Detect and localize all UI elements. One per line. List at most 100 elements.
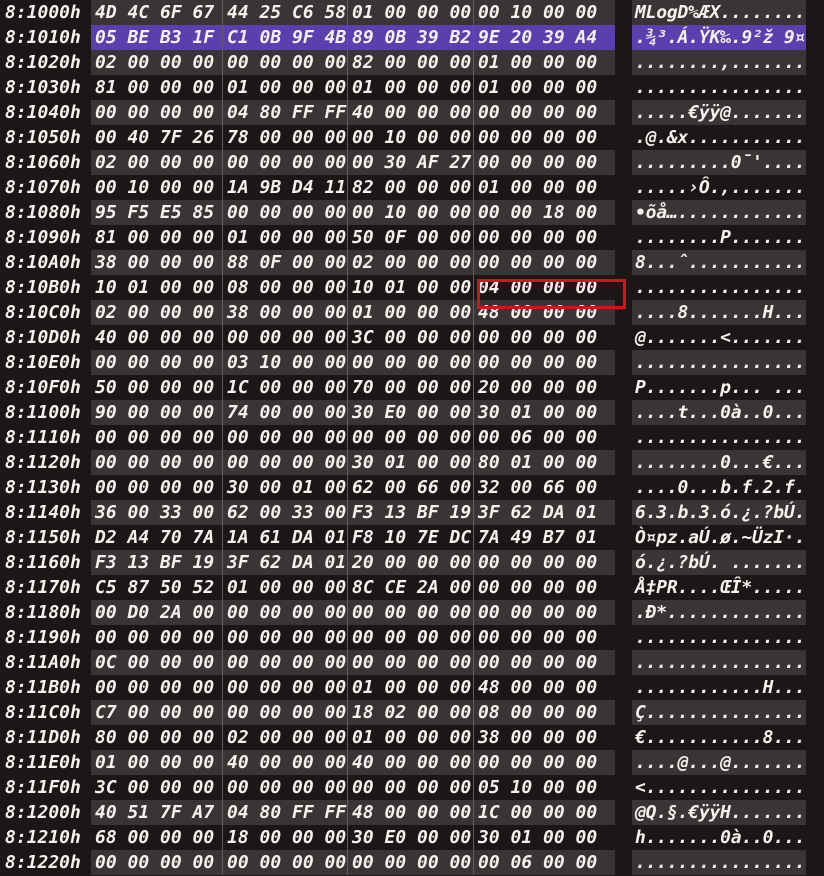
byte-group-2[interactable]: F3 13 BF 19 bbox=[347, 500, 473, 525]
byte-group-2[interactable]: 01 00 00 00 bbox=[347, 725, 473, 750]
byte-group-3[interactable]: 00 00 00 00 bbox=[473, 750, 615, 775]
byte-group-3[interactable]: 7A 49 B7 01 bbox=[473, 525, 615, 550]
ascii-column-text[interactable]: ....0...b.f.2.f. bbox=[635, 477, 806, 498]
byte-group-0[interactable]: 4D 4C 6F 67 bbox=[95, 2, 215, 23]
byte-group-1[interactable]: 38 00 00 00 bbox=[222, 300, 347, 325]
byte-group-1[interactable]: 01 00 00 00 bbox=[222, 75, 347, 100]
byte-group-2[interactable]: 20 00 00 00 bbox=[347, 550, 473, 575]
ascii-column-text[interactable]: ................ bbox=[635, 427, 806, 448]
byte-group-2[interactable]: 00 00 00 00 bbox=[347, 775, 473, 800]
byte-group-2[interactable]: 00 00 00 00 bbox=[347, 425, 473, 450]
byte-group-0[interactable]: 38 00 00 00 bbox=[95, 252, 215, 273]
ascii-column-text[interactable]: MLogD%ÆX........ bbox=[632, 0, 806, 25]
byte-group-1[interactable]: 88 0F 00 00 bbox=[222, 250, 347, 275]
byte-group-1[interactable]: 01 00 00 00 bbox=[222, 225, 347, 250]
byte-group-0[interactable]: 00 00 00 00 bbox=[95, 477, 215, 498]
byte-group-2[interactable]: 18 02 00 00 bbox=[347, 700, 473, 725]
byte-group-2[interactable]: 00 00 00 00 bbox=[347, 650, 473, 675]
ascii-column-text[interactable]: ............H... bbox=[635, 677, 806, 698]
byte-group-2[interactable]: 48 00 00 00 bbox=[347, 800, 473, 825]
ascii-column-text[interactable]: Ç............... bbox=[632, 700, 806, 725]
ascii-column-text[interactable]: ................ bbox=[632, 850, 806, 875]
byte-group-0[interactable]: 95 F5 E5 85 bbox=[95, 202, 215, 223]
byte-group-3[interactable]: 00 00 00 00 bbox=[473, 600, 615, 625]
byte-group-1[interactable]: 00 00 00 00 bbox=[222, 200, 347, 225]
byte-group-3[interactable]: 00 00 00 00 bbox=[473, 575, 615, 600]
byte-group-0[interactable]: 3C 00 00 00 bbox=[95, 777, 215, 798]
byte-group-2[interactable]: 00 00 00 00 bbox=[347, 625, 473, 650]
byte-group-0[interactable]: 00 D0 2A 00 bbox=[95, 602, 215, 623]
byte-group-3[interactable]: 05 10 00 00 bbox=[473, 775, 615, 800]
byte-group-3[interactable]: 00 10 00 00 bbox=[473, 0, 615, 25]
byte-group-1[interactable]: 00 00 00 00 bbox=[222, 625, 347, 650]
byte-group-3[interactable]: 00 00 00 00 bbox=[473, 250, 615, 275]
ascii-column-text[interactable]: ........‚....... bbox=[632, 50, 806, 75]
ascii-column-text[interactable]: ................ bbox=[635, 277, 806, 298]
byte-group-2[interactable]: 00 30 AF 27 bbox=[347, 150, 473, 175]
byte-group-2[interactable]: 30 E0 00 00 bbox=[347, 825, 473, 850]
byte-group-3[interactable]: 01 00 00 00 bbox=[473, 175, 615, 200]
byte-group-1[interactable]: 3F 62 DA 01 bbox=[222, 550, 347, 575]
byte-group-0[interactable]: 0C 00 00 00 bbox=[95, 652, 215, 673]
byte-group-3[interactable]: 20 00 00 00 bbox=[473, 375, 615, 400]
ascii-column-text[interactable]: 8...ˆ........... bbox=[632, 250, 806, 275]
byte-group-1[interactable]: 00 00 00 00 bbox=[222, 675, 347, 700]
byte-group-1[interactable]: 18 00 00 00 bbox=[222, 825, 347, 850]
byte-group-0[interactable]: 36 00 33 00 bbox=[95, 502, 215, 523]
byte-group-0[interactable]: 10 01 00 00 bbox=[95, 277, 215, 298]
ascii-column-text[interactable]: ....t...0à..0... bbox=[632, 400, 806, 425]
ascii-column-text[interactable]: ....@...@....... bbox=[632, 750, 806, 775]
byte-group-3[interactable]: 00 00 00 00 bbox=[473, 550, 615, 575]
ascii-column-text[interactable]: 6.3.b.3.ó.¿.?bÚ. bbox=[632, 500, 806, 525]
byte-group-2[interactable]: 3C 00 00 00 bbox=[347, 325, 473, 350]
byte-group-3[interactable]: 30 01 00 00 bbox=[473, 400, 615, 425]
byte-group-1[interactable]: 30 00 01 00 bbox=[222, 475, 347, 500]
byte-group-0[interactable]: 05 BE B3 1F bbox=[95, 27, 215, 48]
byte-group-1[interactable]: 03 10 00 00 bbox=[222, 350, 347, 375]
byte-group-0[interactable]: 81 00 00 00 bbox=[95, 77, 215, 98]
ascii-column-text[interactable]: .........0¯'.... bbox=[632, 150, 806, 175]
ascii-column-text[interactable]: ................ bbox=[635, 77, 806, 98]
byte-group-3[interactable]: 32 00 66 00 bbox=[473, 475, 615, 500]
byte-group-3[interactable]: 00 00 00 00 bbox=[473, 625, 615, 650]
byte-group-3[interactable]: 00 00 18 00 bbox=[473, 200, 615, 225]
ascii-column-text[interactable]: ó.¿.?bÚ. ....... bbox=[632, 550, 806, 575]
byte-group-0[interactable]: 00 00 00 00 bbox=[95, 852, 215, 873]
byte-group-3[interactable]: 00 00 00 00 bbox=[473, 225, 615, 250]
byte-group-3[interactable]: 9E 20 39 A4 bbox=[473, 25, 615, 50]
byte-group-3[interactable]: 01 00 00 00 bbox=[473, 50, 615, 75]
byte-group-1[interactable]: 62 00 33 00 bbox=[222, 500, 347, 525]
byte-group-0[interactable]: F3 13 BF 19 bbox=[95, 552, 215, 573]
byte-group-2[interactable]: 62 00 66 00 bbox=[347, 475, 473, 500]
byte-group-3[interactable]: 00 00 00 00 bbox=[473, 150, 615, 175]
ascii-column-text[interactable]: Ò¤pz.aÚ.ø.~ÜzI·. bbox=[635, 527, 806, 548]
ascii-column-text[interactable]: ........0...€... bbox=[632, 450, 806, 475]
byte-group-3[interactable]: 00 06 00 00 bbox=[473, 850, 615, 875]
byte-group-2[interactable]: 50 0F 00 00 bbox=[347, 225, 473, 250]
byte-group-3[interactable]: 00 00 00 00 bbox=[473, 650, 615, 675]
ascii-column-text[interactable]: ................ bbox=[632, 350, 806, 375]
byte-group-2[interactable]: 82 00 00 00 bbox=[347, 175, 473, 200]
ascii-column-text[interactable]: ................ bbox=[635, 627, 806, 648]
byte-group-3[interactable]: 3F 62 DA 01 bbox=[473, 500, 615, 525]
ascii-column-text[interactable]: @.......<....... bbox=[635, 327, 806, 348]
byte-group-2[interactable]: 40 00 00 00 bbox=[347, 100, 473, 125]
byte-group-1[interactable]: 44 25 C6 58 bbox=[222, 0, 347, 25]
byte-group-3[interactable]: 00 00 00 00 bbox=[473, 325, 615, 350]
ascii-column-text[interactable]: h.......0à..0... bbox=[635, 827, 806, 848]
byte-group-0[interactable]: 68 00 00 00 bbox=[95, 827, 215, 848]
byte-group-3[interactable]: 30 01 00 00 bbox=[473, 825, 615, 850]
ascii-column-text[interactable]: .@.&x........... bbox=[635, 127, 806, 148]
ascii-column-text[interactable]: P.......p... ... bbox=[635, 377, 806, 398]
byte-group-0[interactable]: 02 00 00 00 bbox=[95, 52, 215, 73]
ascii-column-text[interactable]: €...........8... bbox=[635, 727, 806, 748]
byte-group-0[interactable]: 02 00 00 00 bbox=[95, 302, 215, 323]
byte-group-3[interactable]: 1C 00 00 00 bbox=[473, 800, 615, 825]
byte-group-2[interactable]: 01 00 00 00 bbox=[347, 675, 473, 700]
byte-group-1[interactable]: 78 00 00 00 bbox=[222, 125, 347, 150]
byte-group-2[interactable]: 01 00 00 00 bbox=[347, 75, 473, 100]
byte-group-1[interactable]: 00 00 00 00 bbox=[222, 650, 347, 675]
ascii-column-text[interactable]: .....€ÿÿ@....... bbox=[632, 100, 806, 125]
byte-group-2[interactable]: 01 00 00 00 bbox=[347, 300, 473, 325]
byte-group-0[interactable]: C5 87 50 52 bbox=[95, 577, 215, 598]
